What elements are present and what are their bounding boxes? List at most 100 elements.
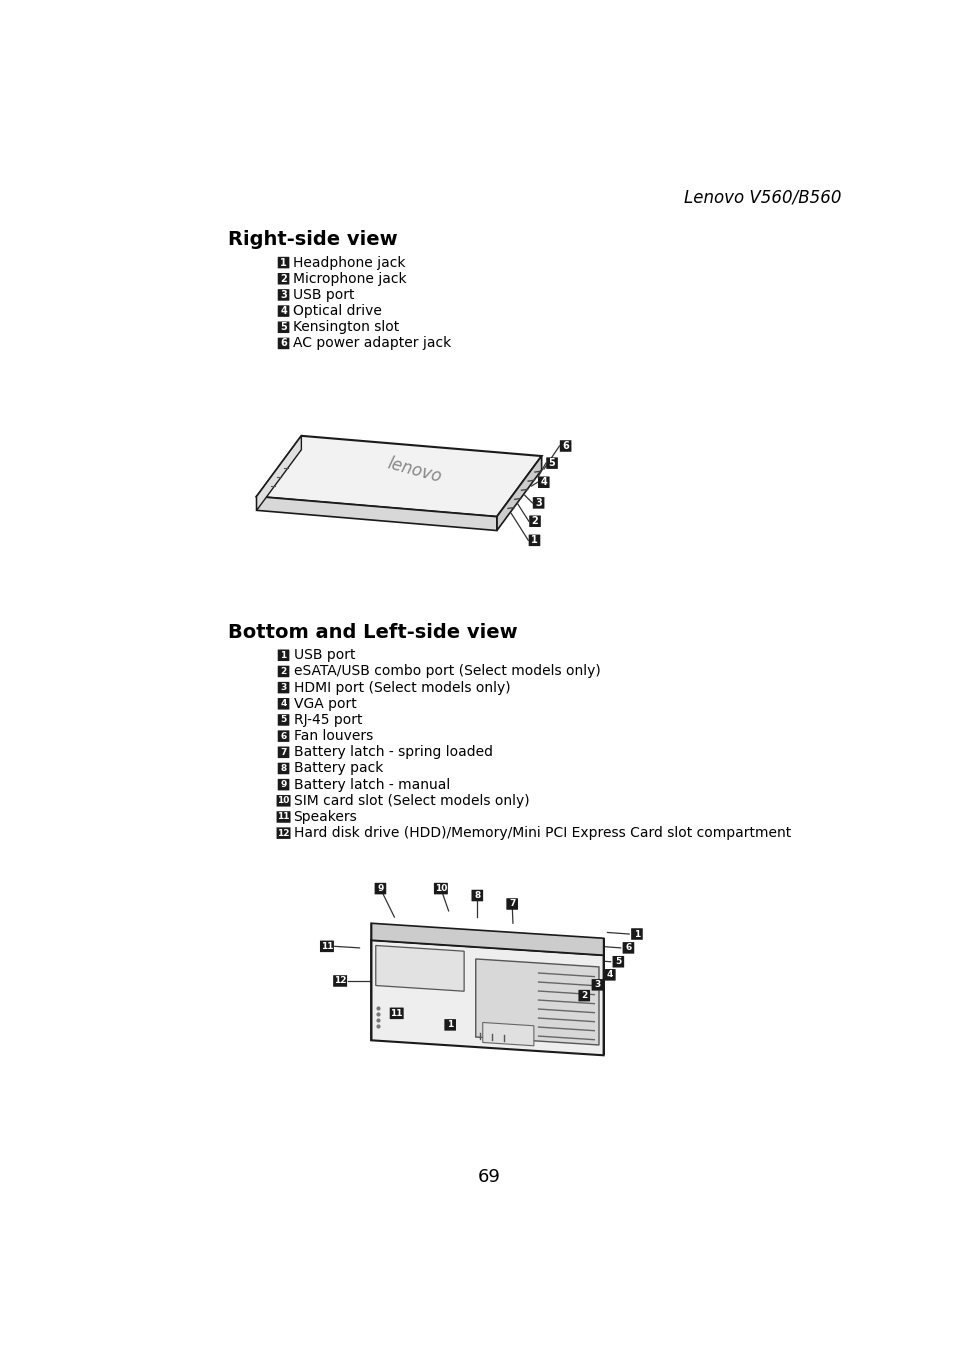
Text: 3: 3 bbox=[280, 684, 286, 692]
FancyBboxPatch shape bbox=[603, 969, 615, 980]
FancyBboxPatch shape bbox=[277, 762, 289, 774]
Polygon shape bbox=[497, 456, 541, 531]
Text: 4: 4 bbox=[280, 306, 287, 315]
FancyBboxPatch shape bbox=[375, 883, 386, 895]
Text: 1: 1 bbox=[633, 929, 639, 938]
Text: AC power adapter jack: AC power adapter jack bbox=[293, 336, 451, 351]
Polygon shape bbox=[375, 945, 464, 991]
Text: HDMI port (Select models only): HDMI port (Select models only) bbox=[294, 681, 510, 695]
Text: 5: 5 bbox=[548, 458, 555, 468]
Text: Microphone jack: Microphone jack bbox=[293, 272, 406, 286]
FancyBboxPatch shape bbox=[277, 257, 289, 268]
Text: 2: 2 bbox=[280, 668, 286, 676]
Polygon shape bbox=[476, 959, 598, 1045]
Text: SIM card slot (Select models only): SIM card slot (Select models only) bbox=[294, 793, 529, 808]
Text: Headphone jack: Headphone jack bbox=[293, 256, 405, 269]
Text: Speakers: Speakers bbox=[294, 810, 357, 825]
Text: 4: 4 bbox=[539, 477, 547, 487]
Polygon shape bbox=[371, 923, 603, 955]
Text: 8: 8 bbox=[280, 764, 286, 773]
Text: 5: 5 bbox=[280, 715, 286, 724]
FancyBboxPatch shape bbox=[529, 516, 540, 527]
Polygon shape bbox=[482, 1022, 534, 1045]
FancyBboxPatch shape bbox=[277, 337, 289, 349]
FancyBboxPatch shape bbox=[277, 290, 289, 301]
Text: 6: 6 bbox=[280, 731, 286, 741]
Text: lenovo: lenovo bbox=[385, 454, 443, 486]
FancyBboxPatch shape bbox=[591, 979, 602, 991]
Polygon shape bbox=[256, 436, 301, 510]
Text: 1: 1 bbox=[531, 535, 537, 546]
Text: 1: 1 bbox=[280, 257, 287, 268]
FancyBboxPatch shape bbox=[434, 883, 447, 895]
Text: 12: 12 bbox=[334, 976, 346, 986]
FancyBboxPatch shape bbox=[277, 730, 289, 742]
Text: Right-side view: Right-side view bbox=[228, 230, 397, 249]
Text: 7: 7 bbox=[280, 747, 287, 757]
FancyBboxPatch shape bbox=[559, 440, 571, 452]
FancyBboxPatch shape bbox=[528, 535, 539, 546]
Text: USB port: USB port bbox=[294, 649, 355, 662]
Text: RJ-45 port: RJ-45 port bbox=[294, 714, 362, 727]
FancyBboxPatch shape bbox=[277, 779, 289, 791]
FancyBboxPatch shape bbox=[276, 827, 291, 839]
FancyBboxPatch shape bbox=[276, 811, 291, 823]
Text: 3: 3 bbox=[280, 290, 287, 301]
Text: 8: 8 bbox=[474, 891, 480, 900]
Text: 9: 9 bbox=[280, 780, 287, 789]
Text: 6: 6 bbox=[624, 944, 631, 952]
FancyBboxPatch shape bbox=[277, 305, 289, 317]
Text: 10: 10 bbox=[277, 796, 290, 806]
Text: 2: 2 bbox=[280, 274, 287, 284]
Text: Lenovo V560/B560: Lenovo V560/B560 bbox=[683, 188, 841, 206]
Polygon shape bbox=[256, 436, 541, 517]
Polygon shape bbox=[371, 940, 603, 1055]
Text: eSATA/USB combo port (Select models only): eSATA/USB combo port (Select models only… bbox=[294, 665, 599, 678]
Text: VGA port: VGA port bbox=[294, 697, 356, 711]
Text: Battery latch - spring loaded: Battery latch - spring loaded bbox=[294, 745, 492, 760]
FancyBboxPatch shape bbox=[319, 941, 334, 952]
Text: 10: 10 bbox=[435, 884, 447, 894]
Text: 69: 69 bbox=[477, 1169, 499, 1186]
FancyBboxPatch shape bbox=[631, 929, 642, 940]
Text: Kensington slot: Kensington slot bbox=[293, 321, 398, 334]
Text: Fan louvers: Fan louvers bbox=[294, 730, 373, 743]
Text: Optical drive: Optical drive bbox=[293, 305, 381, 318]
Text: 3: 3 bbox=[535, 498, 541, 508]
FancyBboxPatch shape bbox=[537, 477, 549, 487]
FancyBboxPatch shape bbox=[471, 890, 482, 902]
Text: 11: 11 bbox=[320, 942, 333, 951]
FancyBboxPatch shape bbox=[506, 898, 517, 910]
Text: 6: 6 bbox=[280, 338, 287, 348]
Polygon shape bbox=[256, 497, 497, 531]
Text: 1: 1 bbox=[447, 1021, 453, 1029]
Text: 1: 1 bbox=[280, 651, 286, 659]
FancyBboxPatch shape bbox=[276, 795, 291, 807]
FancyBboxPatch shape bbox=[444, 1020, 456, 1030]
Text: 12: 12 bbox=[277, 829, 290, 838]
FancyBboxPatch shape bbox=[277, 746, 289, 758]
FancyBboxPatch shape bbox=[612, 956, 623, 968]
Text: 2: 2 bbox=[531, 516, 537, 527]
Text: 11: 11 bbox=[277, 812, 290, 822]
Text: 5: 5 bbox=[615, 957, 620, 967]
Text: Battery latch - manual: Battery latch - manual bbox=[294, 777, 450, 792]
Text: USB port: USB port bbox=[293, 288, 354, 302]
FancyBboxPatch shape bbox=[277, 699, 289, 709]
Text: 6: 6 bbox=[561, 441, 568, 451]
FancyBboxPatch shape bbox=[390, 1007, 403, 1020]
Text: 9: 9 bbox=[376, 884, 383, 894]
FancyBboxPatch shape bbox=[546, 458, 558, 468]
Text: 5: 5 bbox=[280, 322, 287, 332]
Text: Hard disk drive (HDD)/Memory/Mini PCI Express Card slot compartment: Hard disk drive (HDD)/Memory/Mini PCI Ex… bbox=[294, 826, 790, 839]
FancyBboxPatch shape bbox=[333, 975, 347, 987]
Text: 2: 2 bbox=[580, 991, 587, 1001]
Text: Bottom and Left-side view: Bottom and Left-side view bbox=[228, 623, 517, 642]
FancyBboxPatch shape bbox=[277, 321, 289, 333]
FancyBboxPatch shape bbox=[277, 666, 289, 677]
FancyBboxPatch shape bbox=[578, 990, 590, 1002]
Text: 11: 11 bbox=[390, 1009, 402, 1018]
FancyBboxPatch shape bbox=[277, 650, 289, 661]
FancyBboxPatch shape bbox=[277, 682, 289, 693]
Text: 7: 7 bbox=[509, 899, 515, 909]
